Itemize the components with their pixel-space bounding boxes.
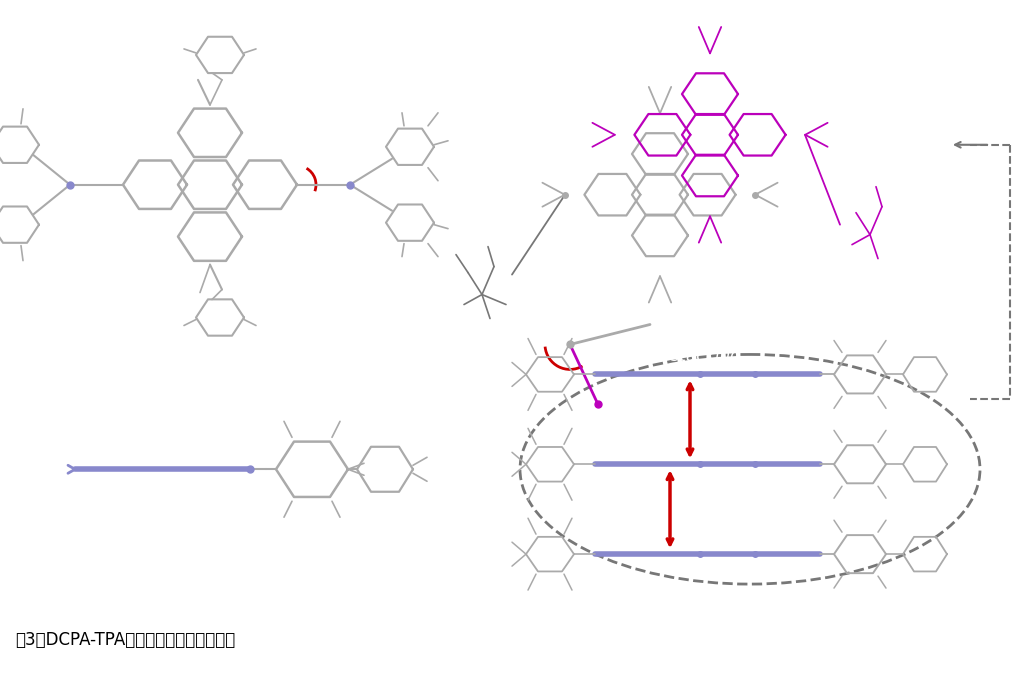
- Text: (a): (a): [18, 28, 46, 46]
- Text: 3.35 Å: 3.35 Å: [682, 507, 737, 523]
- Text: 3.33 Å: 3.33 Å: [702, 412, 756, 427]
- Text: Side view: Side view: [191, 525, 270, 543]
- Text: Cross-stacking: Cross-stacking: [619, 347, 741, 365]
- Text: (c): (c): [490, 28, 518, 46]
- Text: 62.1°: 62.1°: [319, 135, 364, 150]
- Text: Top view: Top view: [183, 361, 256, 379]
- Text: (d): (d): [490, 308, 520, 326]
- Text: 嘹3：DCPA-TPA的单晶结构及堆积模式。: 嘹3：DCPA-TPA的单晶结构及堆积模式。: [15, 631, 236, 649]
- Text: 75°: 75°: [500, 363, 529, 377]
- Text: (b): (b): [18, 308, 47, 326]
